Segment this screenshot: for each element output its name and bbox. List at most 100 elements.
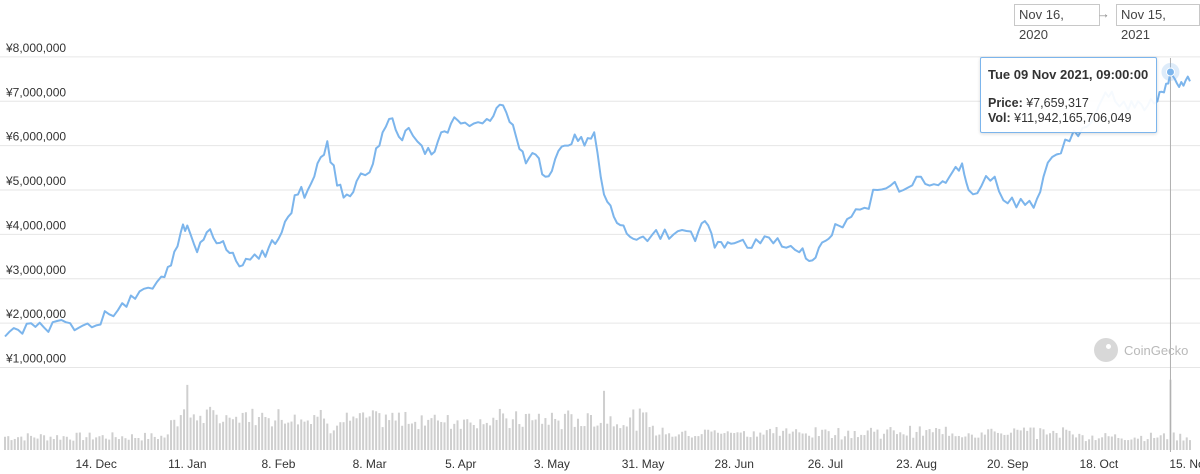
volume-bar — [1009, 432, 1012, 450]
volume-bar — [384, 414, 387, 450]
volume-bar — [716, 432, 719, 450]
volume-bar — [140, 440, 143, 450]
volume-bar — [739, 432, 742, 450]
volume-bar — [23, 440, 26, 450]
volume-bar — [759, 432, 762, 450]
volume-bar — [707, 429, 710, 450]
volume-bar — [264, 417, 267, 450]
volume-bar — [1055, 433, 1058, 450]
volume-bar — [948, 435, 951, 450]
volume-bar — [573, 426, 576, 450]
coingecko-watermark: CoinGecko — [1094, 336, 1188, 364]
volume-bar — [1068, 430, 1071, 450]
volume-bar — [1146, 439, 1149, 450]
volume-bar — [290, 421, 293, 450]
volume-bar — [456, 420, 459, 450]
volume-bar — [560, 429, 563, 450]
volume-bar — [1175, 440, 1178, 450]
volume-bar — [642, 412, 645, 450]
volume-bar — [772, 433, 775, 450]
volume-bar — [352, 416, 355, 450]
volume-bar — [710, 431, 713, 450]
volume-bar — [261, 412, 264, 450]
volume-bar — [524, 413, 527, 450]
volume-bar — [1185, 437, 1188, 450]
volume-bar — [980, 432, 983, 450]
date-range-from[interactable]: Nov 16, 2020 — [1014, 4, 1100, 42]
volume-bar — [886, 429, 889, 450]
chart-tooltip: Tue 09 Nov 2021, 09:00:00 Price: ¥7,659,… — [980, 57, 1157, 133]
volume-bar — [427, 419, 430, 450]
volume-bar — [606, 423, 609, 450]
volume-bar — [39, 434, 42, 450]
hover-point — [1165, 67, 1175, 77]
volume-bar — [970, 434, 973, 450]
volume-bar — [241, 412, 244, 450]
x-tick-label: 8. Feb — [261, 457, 295, 471]
volume-bar — [378, 413, 381, 450]
volume-bar — [869, 427, 872, 450]
volume-bar — [847, 430, 850, 450]
volume-bar — [508, 428, 511, 450]
volume-bar — [866, 430, 869, 450]
volume-bar — [557, 420, 560, 450]
volume-bar — [345, 412, 348, 450]
volume-bar — [961, 437, 964, 450]
volume-bar — [495, 419, 498, 450]
volume-bar — [170, 420, 173, 450]
x-tick-label: 31. May — [622, 457, 665, 471]
volume-bar — [609, 416, 612, 450]
volume-bar — [244, 412, 247, 450]
date-range-to[interactable]: Nov 15, 2021 — [1116, 4, 1200, 42]
volume-bar — [267, 418, 270, 450]
x-tick-label: 28. Jun — [715, 457, 754, 471]
volume-bar — [43, 435, 46, 450]
volume-bar — [440, 421, 443, 450]
volume-bar — [166, 434, 169, 450]
volume-bar — [922, 435, 925, 450]
y-tick-label: ¥2,000,000 — [5, 307, 66, 321]
volume-bar — [10, 440, 13, 450]
volume-bar — [518, 424, 521, 450]
y-axis-labels: ¥1,000,000 ¥2,000,000 ¥3,000,000 ¥4,000,000… — [5, 41, 66, 366]
volume-bar — [69, 439, 72, 450]
volume-bar — [918, 426, 921, 450]
volume-bar — [954, 436, 957, 450]
volume-bar — [684, 430, 687, 450]
volume-bar — [576, 418, 579, 450]
volume-bar — [319, 409, 322, 450]
volume-bar — [212, 410, 215, 450]
volume-bar — [951, 433, 954, 450]
volume-bar — [1071, 434, 1074, 450]
volume-bar — [336, 425, 339, 450]
volume-bar — [658, 434, 661, 450]
volume-bar — [1182, 440, 1185, 450]
volume-bar — [1094, 440, 1097, 450]
volume-bar — [472, 425, 475, 450]
volume-bar — [450, 428, 453, 450]
volume-bar — [420, 415, 423, 450]
volume-bar — [108, 439, 111, 450]
volume-bar — [1042, 429, 1045, 450]
volume-bar — [33, 437, 36, 450]
volume-bar — [1189, 440, 1191, 450]
volume-bar — [593, 426, 596, 450]
volume-bar — [157, 439, 160, 450]
volume-bar — [1084, 441, 1087, 450]
volume-bar — [853, 431, 856, 450]
volume-bar — [746, 436, 749, 450]
volume-bar — [635, 430, 638, 450]
volume-bar — [1013, 428, 1016, 450]
volume-bar — [446, 415, 449, 450]
volume-bar — [127, 439, 130, 450]
volume-bar — [1120, 438, 1123, 450]
y-tick-label: ¥6,000,000 — [5, 130, 66, 144]
y-tick-label: ¥7,000,000 — [5, 85, 66, 99]
volume-bar — [697, 436, 700, 450]
volume-bar — [1032, 427, 1035, 450]
volume-bar — [205, 409, 208, 450]
volume-bar — [798, 432, 801, 450]
volume-bar — [498, 408, 501, 450]
volume-bar — [257, 417, 260, 450]
